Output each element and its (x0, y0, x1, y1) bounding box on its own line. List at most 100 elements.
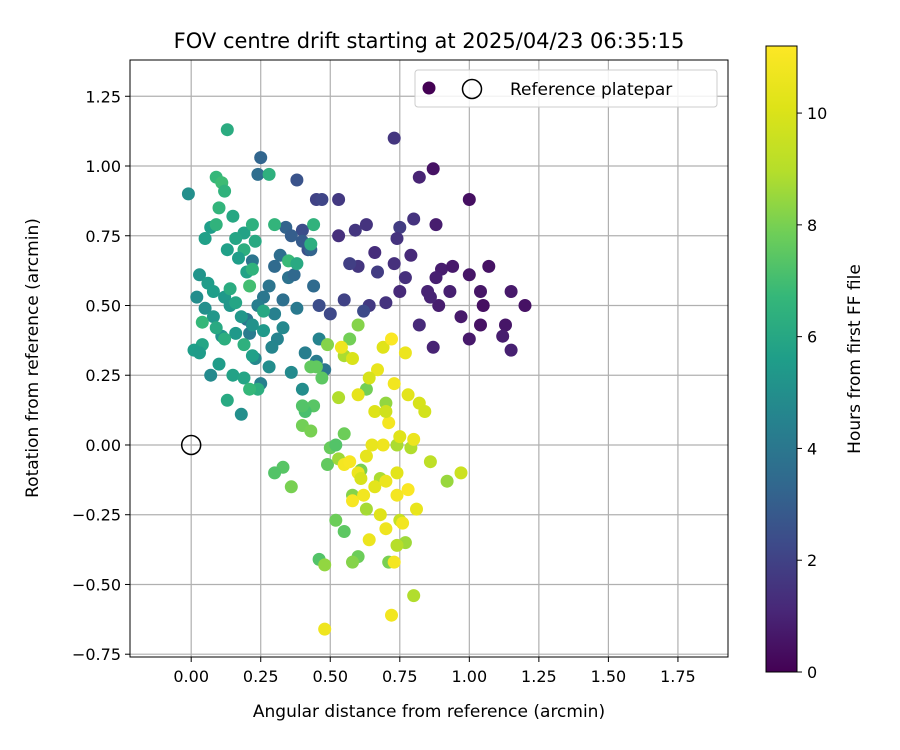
data-point (229, 326, 243, 340)
data-point (318, 558, 332, 572)
data-point (209, 218, 223, 232)
data-point (362, 533, 376, 547)
data-point (307, 218, 321, 232)
chart-title: FOV centre drift starting at 2025/04/23 … (174, 29, 685, 53)
data-point (337, 525, 351, 538)
data-point (443, 285, 457, 298)
data-point (248, 234, 262, 248)
x-axis-label: Angular distance from reference (arcmin) (253, 702, 605, 722)
data-point (390, 232, 404, 245)
data-point (346, 352, 359, 365)
data-point (206, 285, 220, 298)
data-point (212, 357, 226, 371)
colorbar-tick-label: 8 (807, 216, 817, 235)
data-point (218, 184, 232, 198)
y-tick-label: 1.25 (85, 87, 121, 106)
data-point (206, 310, 220, 324)
x-tick-label: 1.25 (521, 667, 557, 686)
data-point (234, 310, 248, 324)
data-point (368, 405, 382, 418)
data-point (499, 318, 512, 332)
data-point (359, 218, 373, 232)
data-point (423, 290, 437, 304)
data-point (351, 388, 365, 402)
data-point (329, 513, 343, 527)
colorbar: 0 2 4 6 8 10 Hours from first FF file (765, 45, 865, 682)
data-point (440, 474, 454, 488)
data-point (309, 360, 323, 374)
data-point (220, 123, 234, 137)
data-point (337, 427, 351, 441)
data-point (323, 307, 337, 321)
data-point (295, 223, 309, 237)
data-point (396, 516, 410, 530)
data-point (393, 220, 407, 234)
data-point (362, 371, 376, 385)
data-point (262, 279, 276, 293)
y-tick-label: 0.25 (85, 366, 121, 385)
data-point (329, 438, 343, 452)
data-point (220, 393, 234, 407)
data-point (287, 268, 301, 282)
data-point (268, 466, 282, 480)
data-point (504, 343, 518, 357)
data-point (223, 282, 237, 296)
data-point (476, 299, 490, 312)
data-point (226, 368, 240, 382)
data-point (243, 382, 257, 396)
data-point (284, 365, 298, 379)
data-point (410, 502, 423, 516)
colorbar-tick-label: 6 (807, 328, 817, 347)
data-point (426, 340, 440, 354)
data-point (195, 315, 209, 329)
data-point (376, 340, 390, 354)
data-point (376, 438, 390, 452)
data-point (418, 405, 432, 418)
data-point (454, 310, 468, 324)
reference-point-open-circle (180, 434, 202, 456)
data-point (276, 321, 290, 335)
legend: Reference platepar (414, 69, 718, 108)
data-point (462, 268, 476, 282)
data-point (354, 472, 368, 485)
colorbar-tick-label: 10 (807, 104, 827, 123)
data-point (343, 257, 357, 271)
data-point (321, 338, 334, 352)
data-point (357, 488, 371, 502)
data-point (379, 522, 393, 536)
y-tick-label: −0.75 (72, 645, 121, 664)
colorbar-tick-label: 4 (807, 439, 817, 458)
legend-marker-filled (422, 81, 436, 95)
data-point (334, 340, 348, 354)
data-point (337, 293, 351, 307)
data-point (262, 360, 276, 374)
data-point (398, 271, 412, 285)
data-point (385, 332, 398, 346)
data-point (220, 243, 234, 257)
data-point (379, 296, 393, 310)
data-point (265, 340, 279, 354)
colorbar-tick-label: 0 (807, 663, 817, 682)
data-point (496, 329, 510, 343)
x-tick-label: 1.75 (660, 667, 696, 686)
data-point (204, 368, 218, 382)
data-point (290, 257, 304, 271)
data-point (245, 318, 259, 332)
data-point (393, 430, 407, 444)
data-point (401, 388, 415, 402)
data-point (382, 416, 396, 430)
data-point (304, 424, 318, 438)
data-point (407, 212, 421, 226)
data-point (390, 538, 404, 552)
data-point (426, 162, 440, 176)
data-point (368, 246, 382, 259)
data-point (198, 232, 212, 245)
data-point (385, 608, 398, 622)
data-point (295, 399, 309, 413)
data-point (284, 229, 298, 243)
data-point (318, 622, 332, 636)
data-point (190, 290, 204, 304)
data-point (232, 251, 245, 265)
data-point (379, 474, 393, 488)
data-point (290, 301, 304, 315)
